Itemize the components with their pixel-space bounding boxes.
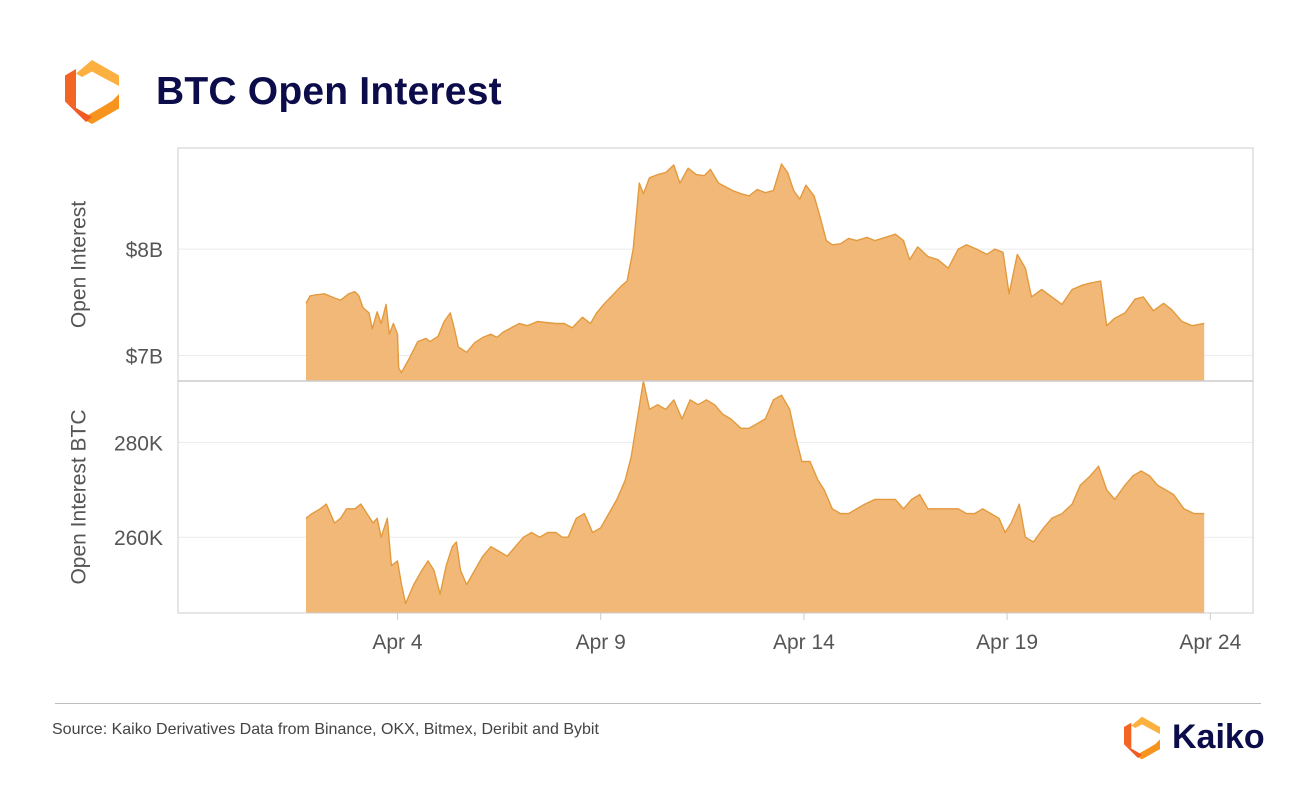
kaiko-brand: Kaiko <box>1118 714 1288 762</box>
kaiko-hexagon-logo-icon <box>1124 716 1160 760</box>
header: BTC Open Interest <box>56 56 956 128</box>
x-tick-label: Apr 9 <box>576 631 626 654</box>
series-line <box>305 163 1205 374</box>
y-tick-label: $7B <box>126 345 163 368</box>
x-tick-label: Apr 24 <box>1179 631 1241 654</box>
y-tick-label: $8B <box>126 239 163 262</box>
x-tick-label: Apr 14 <box>773 631 835 654</box>
source-note: Source: Kaiko Derivatives Data from Bina… <box>52 721 599 738</box>
area-series <box>306 381 1205 613</box>
brand-name: Kaiko <box>1172 718 1265 756</box>
kaiko-hexagon-logo-icon <box>65 60 119 124</box>
open-interest-chart: $7B $8B Open Interest 260K 280K Open Interest… <box>68 147 1254 654</box>
series-line <box>305 380 1205 605</box>
x-tick-label: Apr 19 <box>976 631 1038 654</box>
y-axis-label: Open Interest <box>68 201 91 328</box>
area-series <box>306 164 1205 381</box>
x-tick-label: Apr 4 <box>372 631 423 654</box>
y-tick-label: 280K <box>114 433 163 456</box>
y-axis-label: Open Interest BTC <box>68 409 91 584</box>
y-tick-label: 260K <box>114 527 163 550</box>
footer-divider <box>55 703 1261 704</box>
page-title: BTC Open Interest <box>156 70 502 113</box>
